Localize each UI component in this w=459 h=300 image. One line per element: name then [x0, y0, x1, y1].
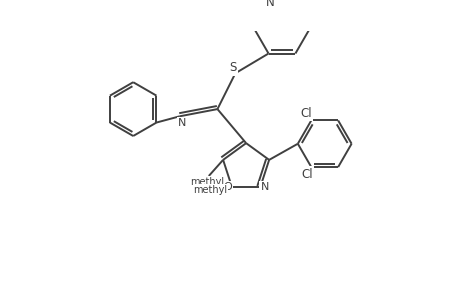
- Text: methyl: methyl: [193, 185, 227, 195]
- Text: N: N: [178, 118, 186, 128]
- Text: O: O: [223, 182, 231, 192]
- Text: N: N: [265, 0, 274, 9]
- Text: Cl: Cl: [300, 168, 312, 181]
- Text: Cl: Cl: [299, 107, 311, 120]
- Text: N: N: [260, 182, 269, 192]
- Text: S: S: [229, 61, 236, 74]
- Text: methyl: methyl: [190, 177, 224, 187]
